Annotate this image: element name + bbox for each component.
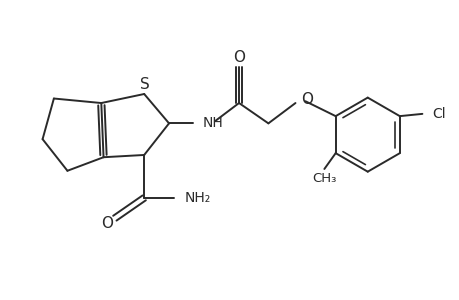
Text: NH₂: NH₂ — [185, 191, 211, 205]
Text: NH: NH — [202, 116, 223, 130]
Text: O: O — [101, 216, 112, 231]
Text: O: O — [300, 92, 312, 107]
Text: S: S — [140, 76, 150, 92]
Text: Cl: Cl — [431, 107, 445, 121]
Text: CH₃: CH₃ — [312, 172, 336, 185]
Text: O: O — [233, 50, 245, 65]
